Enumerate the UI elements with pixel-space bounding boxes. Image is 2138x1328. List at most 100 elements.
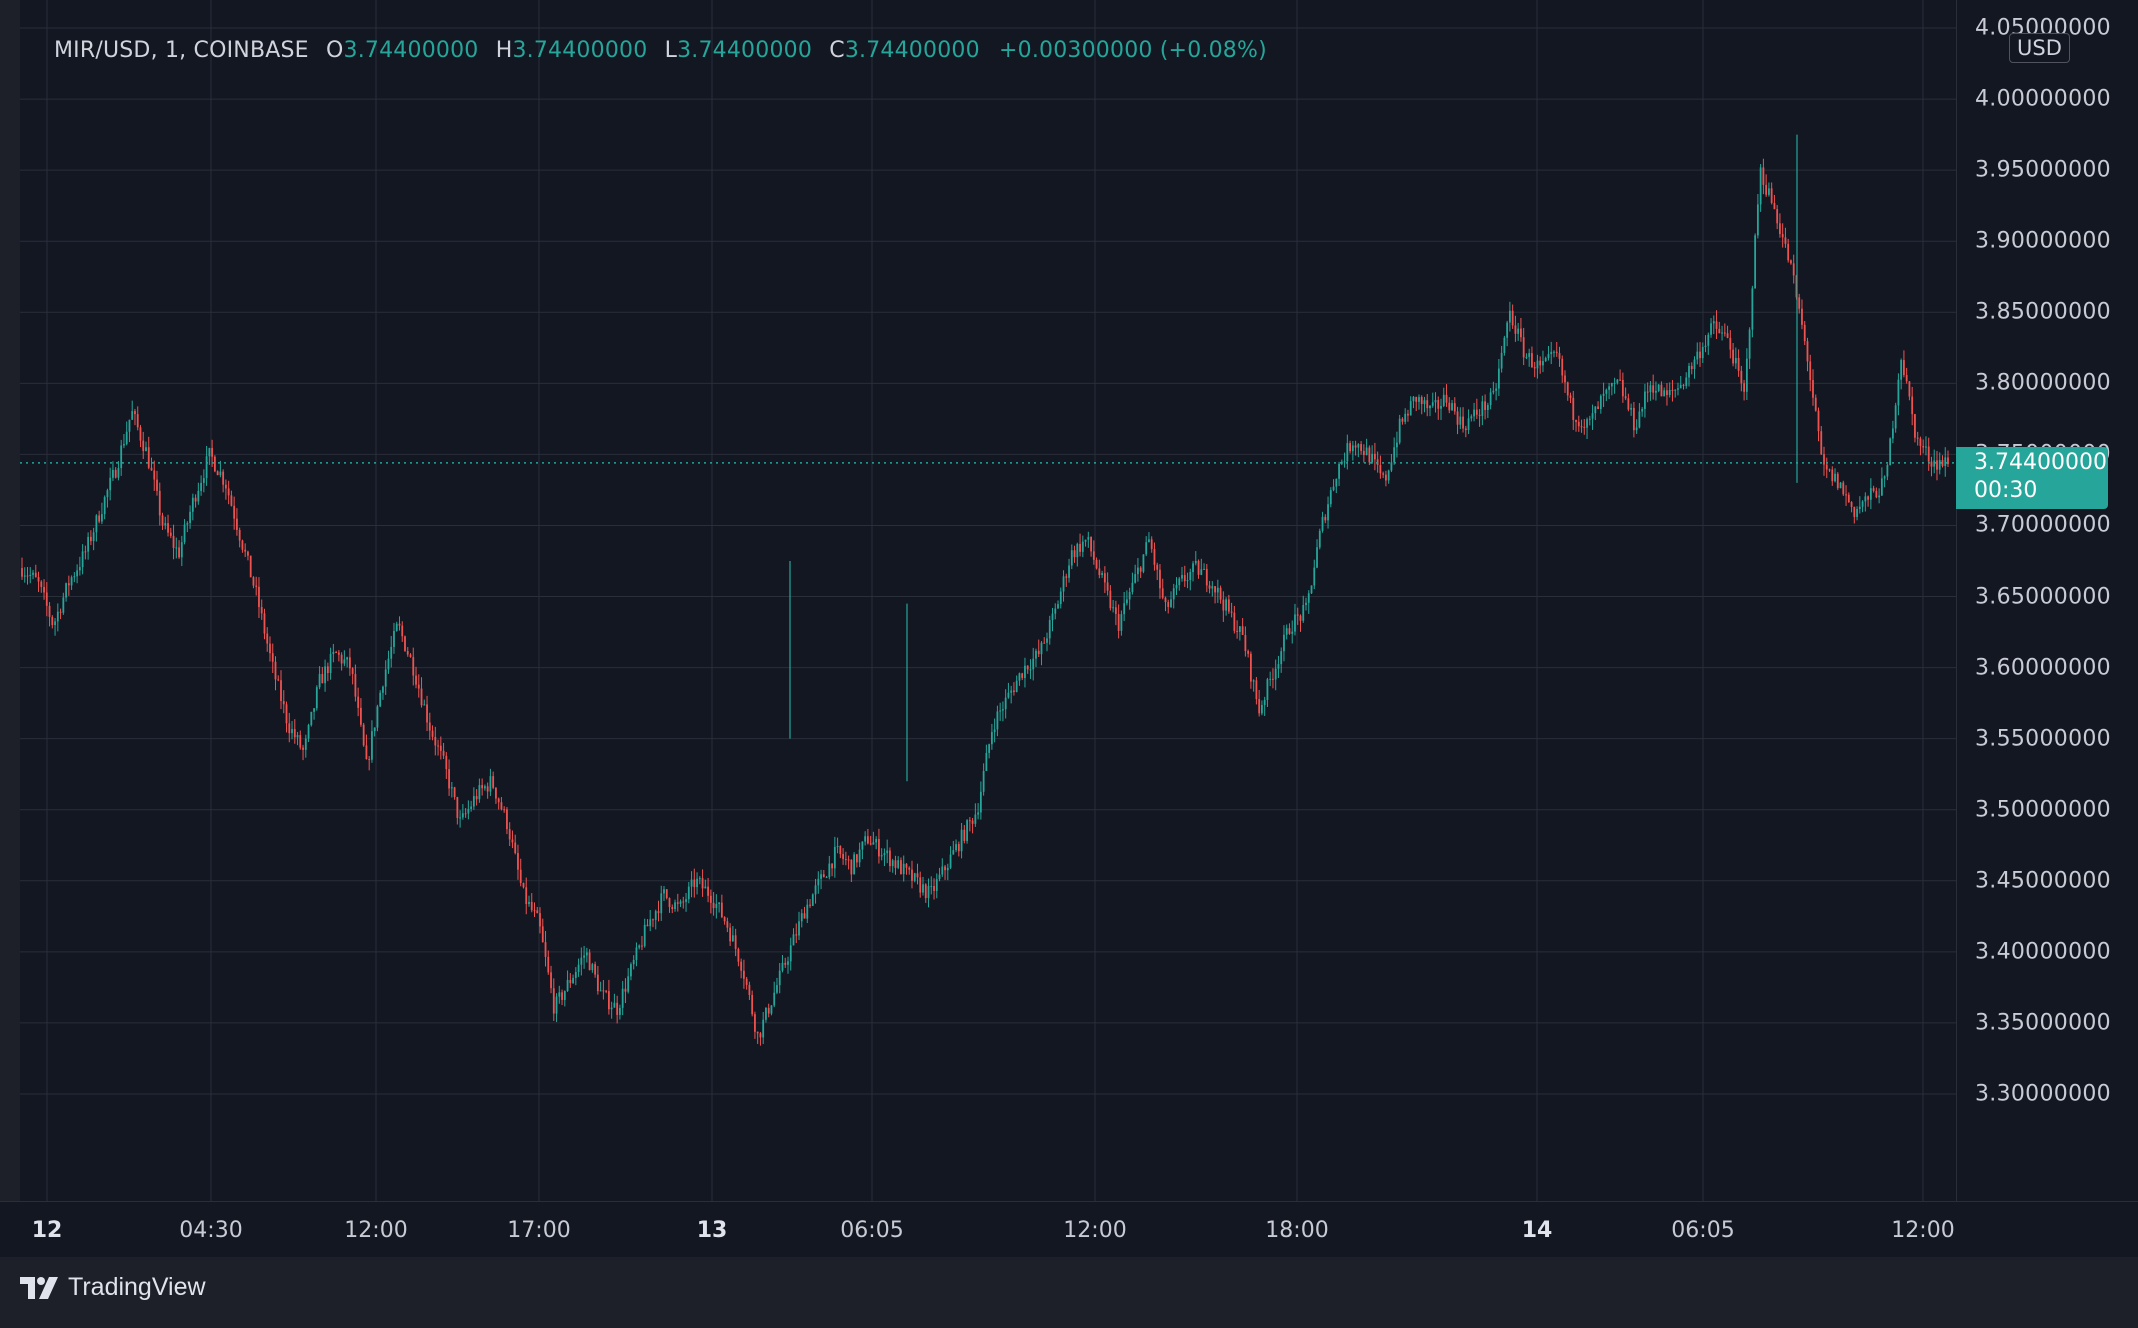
candle-body	[296, 735, 299, 738]
candle-body	[525, 887, 528, 905]
candle-body	[641, 945, 643, 947]
candle-body	[668, 898, 671, 908]
candle-body	[92, 532, 95, 542]
candle-body	[500, 802, 503, 810]
candle-body	[134, 411, 136, 415]
candle-body	[1486, 405, 1489, 410]
candle-body	[365, 745, 368, 760]
candle-body	[1037, 650, 1040, 655]
price-tick-label: 3.35000000	[1975, 1010, 2111, 1036]
candle-body	[1492, 390, 1495, 393]
candle-body	[1205, 568, 1208, 586]
symbol-info[interactable]: MIR/USD, 1, COINBASE	[54, 38, 309, 63]
candle-body	[784, 962, 787, 965]
candle-body	[1688, 365, 1690, 378]
candle-body	[1864, 496, 1867, 502]
currency-button[interactable]: USD	[2009, 33, 2070, 63]
candle-body	[1013, 690, 1015, 692]
candle-body	[263, 613, 266, 634]
candle-body	[1194, 560, 1197, 564]
candle-body	[62, 597, 65, 613]
candle-body	[547, 956, 550, 973]
candle-body	[1261, 705, 1263, 714]
candle-body	[1569, 395, 1572, 398]
candle-body	[1613, 382, 1616, 384]
candle-body	[45, 592, 48, 606]
candle-body	[1467, 418, 1470, 431]
candle-body	[191, 497, 194, 512]
candle-body	[461, 813, 464, 818]
candle-body	[558, 992, 561, 997]
candle-body	[1817, 410, 1820, 432]
candle-body	[1925, 446, 1927, 448]
candle-body	[966, 820, 968, 841]
candle-body	[70, 577, 73, 586]
candle-body	[332, 651, 335, 654]
candle-body	[282, 701, 285, 705]
candle-body	[401, 625, 404, 637]
candle-body	[985, 752, 988, 772]
candle-body	[489, 776, 492, 792]
candle-body	[1230, 611, 1233, 613]
candle-body	[103, 497, 106, 515]
candle-body	[1798, 297, 1801, 309]
candle-body	[924, 884, 927, 899]
candle-body	[1360, 444, 1363, 451]
candle-body	[1131, 582, 1134, 593]
candle-body	[1525, 356, 1528, 358]
candle-body	[1161, 588, 1164, 598]
candle-body	[1203, 568, 1205, 570]
candle-body	[1357, 444, 1360, 448]
candle-body	[393, 630, 395, 647]
candle-body	[935, 879, 938, 891]
candle-body	[84, 551, 87, 553]
candle-body	[1497, 368, 1500, 389]
candle-body	[1142, 554, 1145, 572]
price-axis[interactable]: 4.05000000 4.00000000 3.95000000 3.90000000…	[1956, 0, 2138, 1201]
candle-body	[147, 447, 150, 468]
candle-body	[814, 885, 817, 895]
candle-body	[880, 855, 883, 857]
tradingview-logo[interactable]: TradingView	[20, 1273, 206, 1302]
candle-body	[1371, 453, 1374, 463]
grid-lines	[20, 0, 1956, 1201]
price-chart[interactable]	[20, 0, 1956, 1201]
candle-body	[54, 621, 56, 626]
candle-body	[864, 836, 867, 842]
candle-body	[800, 913, 803, 922]
candle-body	[307, 725, 310, 739]
time-axis[interactable]: 12 04:30 12:00 17:00 13 06:05 12:00 18:00 14 06:0…	[0, 1201, 2138, 1257]
candle-body	[1853, 506, 1856, 517]
candle-body	[1219, 587, 1222, 600]
candle-body	[1941, 460, 1944, 466]
candle-body	[1186, 580, 1189, 582]
candle-body	[886, 850, 889, 854]
candle-body	[1291, 631, 1294, 634]
candle-body	[1274, 668, 1277, 680]
candle-body	[883, 853, 886, 856]
candle-body	[1740, 370, 1743, 384]
candle-body	[776, 985, 778, 993]
candle-body	[428, 722, 431, 731]
candle-body	[340, 654, 343, 664]
candle-body	[1478, 414, 1481, 416]
chart-plot-area[interactable]: MIR/USD, 1, COINBASE O3.74400000 H3.7440…	[20, 0, 1956, 1201]
candle-body	[842, 854, 844, 860]
candle-body	[67, 583, 70, 586]
candle-body	[1734, 357, 1737, 364]
candle-body	[1649, 385, 1652, 393]
candle-body	[252, 577, 255, 586]
candle-body	[506, 809, 508, 830]
candle-body	[1324, 516, 1327, 521]
candle-body	[1307, 593, 1310, 603]
candle-body	[368, 759, 371, 761]
candle-body	[1426, 400, 1429, 409]
candle-body	[1867, 496, 1869, 500]
candle-body	[1070, 550, 1073, 566]
candle-body	[285, 704, 288, 724]
candle-body	[552, 988, 555, 1014]
high-label: H	[495, 38, 513, 63]
candle-body	[1249, 653, 1252, 682]
candle-body	[787, 961, 789, 965]
candle-body	[1828, 469, 1831, 471]
